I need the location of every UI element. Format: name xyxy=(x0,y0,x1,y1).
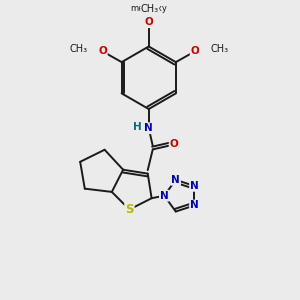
Text: S: S xyxy=(125,203,134,216)
Text: CH₃: CH₃ xyxy=(69,44,87,55)
Text: N: N xyxy=(190,200,199,211)
Text: O: O xyxy=(169,139,178,149)
Text: N: N xyxy=(171,175,180,185)
Text: CH₃: CH₃ xyxy=(210,44,228,55)
Text: O: O xyxy=(144,17,153,27)
Text: CH₃: CH₃ xyxy=(141,4,159,14)
Text: N: N xyxy=(190,181,199,191)
Text: H: H xyxy=(133,122,142,132)
Text: N: N xyxy=(144,123,153,133)
Text: O: O xyxy=(98,46,107,56)
Text: N: N xyxy=(160,191,169,201)
Text: O: O xyxy=(190,46,200,56)
Text: methoxy: methoxy xyxy=(130,4,167,13)
